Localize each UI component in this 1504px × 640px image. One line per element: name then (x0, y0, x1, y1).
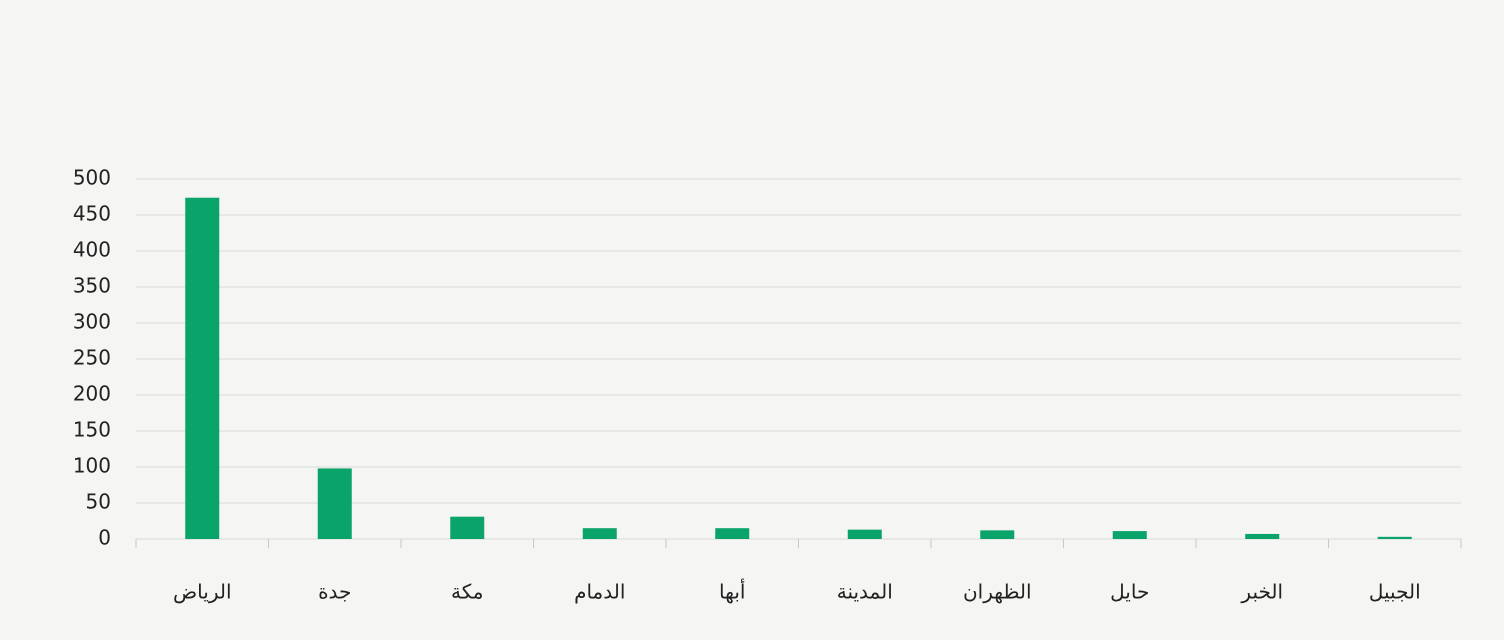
x-tick-label: الخبر (1240, 580, 1283, 604)
x-tick-label: المدينة (837, 580, 893, 604)
y-tick-label: 100 (73, 454, 111, 478)
bar (1245, 533, 1280, 539)
x-tick-label: الظهران (963, 580, 1032, 604)
y-tick-label: 400 (73, 238, 111, 262)
bar (980, 530, 1015, 539)
bar (450, 516, 485, 539)
x-tick-label: أبها (719, 579, 745, 604)
y-tick-label: 300 (73, 310, 111, 334)
x-tick-label: حايل (1110, 580, 1149, 604)
bar (715, 528, 750, 539)
bar (1112, 531, 1147, 539)
y-tick-label: 200 (73, 382, 111, 406)
bar (1377, 536, 1412, 539)
bar (582, 528, 617, 539)
x-tick-label: الجبيل (1369, 580, 1421, 604)
y-tick-label: 50 (86, 490, 111, 514)
y-tick-label: 450 (73, 202, 111, 226)
bar (317, 468, 352, 539)
y-tick-label: 500 (73, 166, 111, 190)
bar (185, 197, 220, 539)
y-tick-label: 0 (98, 526, 111, 550)
y-tick-label: 250 (73, 346, 111, 370)
y-tick-label: 350 (73, 274, 111, 298)
x-tick-label: مكة (451, 580, 483, 604)
x-tick-label: جدة (318, 580, 351, 604)
x-tick-label: الدمام (574, 580, 625, 604)
x-tick-label: الرياض (173, 580, 232, 604)
bar (847, 529, 882, 539)
y-tick-label: 150 (73, 418, 111, 442)
